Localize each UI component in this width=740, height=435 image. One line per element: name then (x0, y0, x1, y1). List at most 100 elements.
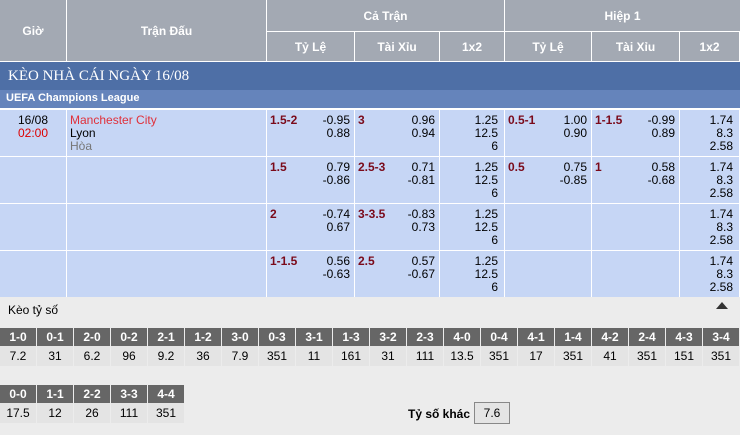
odds-value: -0.99 (647, 113, 675, 127)
score-label: 4-3 (666, 328, 702, 346)
odds-cell: 1.25 12.5 6 (440, 157, 504, 203)
collapse-arrow[interactable] (716, 302, 728, 309)
handicap-line: 0.5-1 (508, 113, 536, 127)
odds-cell: 1.25 12.5 6 (440, 110, 504, 156)
score-odds: 351 (148, 403, 184, 423)
odds-value: 2.58 (709, 233, 733, 247)
score-label: 0-0 (0, 385, 36, 403)
score-label: 1-0 (0, 328, 36, 346)
header-cell: Tài Xỉu (355, 32, 439, 61)
score-label: 2-3 (407, 328, 443, 346)
banner: KÈO NHÀ CÁI NGÀY 16/08 (0, 62, 740, 90)
odds-value: 8.3 (716, 267, 733, 281)
odds-value: 0.71 (411, 160, 435, 174)
score-label: 1-3 (333, 328, 369, 346)
odds-value: 0.57 (411, 254, 435, 268)
odds-value: 12.5 (474, 220, 498, 234)
handicap-line: 2.5 (358, 254, 375, 268)
score-odds: 351 (555, 346, 591, 366)
odds-value: 1.74 (709, 254, 733, 268)
score-odds: 111 (111, 403, 147, 423)
header-cell: Hiệp 1 (505, 0, 740, 31)
odds-cell: 1-1.5 0.56 -0.63 (267, 251, 354, 297)
odds-value: -0.74 (322, 207, 350, 221)
odds-cell: 1.25 12.5 6 (440, 251, 504, 297)
handicap-line: 2.5-3 (358, 160, 386, 174)
odds-cell: Manchester City Lyon Hòa (67, 110, 266, 156)
odds-cell (592, 251, 679, 297)
score-label: 4-1 (518, 328, 554, 346)
odds-value: 2.58 (709, 139, 733, 153)
odds-value: 0.90 (563, 126, 587, 140)
odds-cell (505, 251, 591, 297)
odds-value: 2.58 (709, 186, 733, 200)
odds-value: 1.74 (709, 160, 733, 174)
score-odds: 26 (74, 403, 110, 423)
score-odds: 12 (37, 403, 73, 423)
odds-value: 0.73 (411, 220, 435, 234)
score-label: 3-2 (370, 328, 406, 346)
score-odds: 13.5 (444, 346, 480, 366)
odds-value: 0.56 (326, 254, 350, 268)
odds-value: 12.5 (474, 173, 498, 187)
odds-value: 0.96 (411, 113, 435, 127)
draw-label: Hòa (70, 139, 93, 153)
score-label: 1-1 (37, 385, 73, 403)
odds-value: 12.5 (474, 267, 498, 281)
handicap-line: 1 (595, 160, 602, 174)
score-odds: 41 (592, 346, 628, 366)
odds-value: 8.3 (716, 173, 733, 187)
header-cell: Trận Đấu (67, 0, 266, 61)
odds-value: 6 (491, 186, 498, 200)
odds-cell: 1.5 0.79 -0.86 (267, 157, 354, 203)
handicap-line: 3 (358, 113, 365, 127)
odds-cell: 1.74 8.3 2.58 (680, 251, 739, 297)
score-label: 2-4 (629, 328, 665, 346)
score-label: 2-1 (148, 328, 184, 346)
odds-cell (0, 157, 66, 203)
score-label: 4-0 (444, 328, 480, 346)
odds-value: -0.83 (407, 207, 435, 221)
odds-cell: 1.74 8.3 2.58 (680, 157, 739, 203)
odds-value: 6 (491, 139, 498, 153)
header-cell: Tài Xỉu (592, 32, 679, 61)
score-odds: 351 (259, 346, 295, 366)
odds-cell: 1.74 8.3 2.58 (680, 110, 739, 156)
odds-value: 1.74 (709, 113, 733, 127)
score-label: 0-2 (111, 328, 147, 346)
header-cell: Tỷ Lệ (505, 32, 591, 61)
odds-value: 2.58 (709, 280, 733, 294)
odds-cell: 2.5-3 0.71 -0.81 (355, 157, 439, 203)
odds-cell (505, 204, 591, 250)
handicap-line: 0.5 (508, 160, 525, 174)
odds-cell: 1.25 12.5 6 (440, 204, 504, 250)
score-label: 2-0 (74, 328, 110, 346)
odds-cell: 3-3.5 -0.83 0.73 (355, 204, 439, 250)
odds-cell: 1 0.58 -0.68 (592, 157, 679, 203)
score-odds: 161 (333, 346, 369, 366)
odds-value: 1.00 (563, 113, 587, 127)
score-label: 1-2 (185, 328, 221, 346)
odds-value: 1.25 (474, 160, 498, 174)
odds-value: -0.68 (647, 173, 675, 187)
score-odds: 7.2 (0, 346, 36, 366)
score-odds: 151 (666, 346, 702, 366)
score-odds: 9.2 (148, 346, 184, 366)
other-label: Tỷ số khác (408, 407, 471, 421)
score-odds: 7.9 (222, 346, 258, 366)
league: UEFA Champions League (0, 90, 740, 108)
odds-cell: 0.5-1 1.00 0.90 (505, 110, 591, 156)
handicap-line: 1.5 (270, 160, 287, 174)
odds-cell: 1.5-2 -0.95 0.88 (267, 110, 354, 156)
odds-cell (67, 251, 266, 297)
odds-cell: 0.5 0.75 -0.85 (505, 157, 591, 203)
odds-cell: 2.5 0.57 -0.67 (355, 251, 439, 297)
odds-cell: 2 -0.74 0.67 (267, 204, 354, 250)
odds-cell (67, 157, 266, 203)
section-title: Kèo tỷ số (8, 303, 59, 317)
score-odds: 351 (481, 346, 517, 366)
odds-value: 0.94 (411, 126, 435, 140)
score-odds: 11 (296, 346, 332, 366)
odds-value: 6 (491, 280, 498, 294)
odds-value: -0.95 (322, 113, 350, 127)
